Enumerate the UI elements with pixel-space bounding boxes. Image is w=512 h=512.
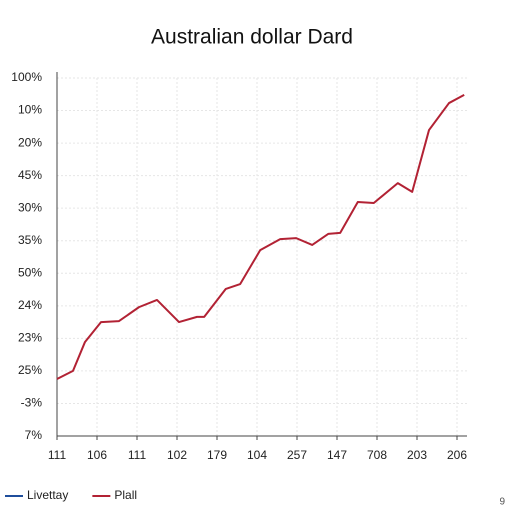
x-tick-label: 102 <box>167 448 187 462</box>
legend-label: Livettay <box>27 488 68 502</box>
chart-title: Australian dollar Dard <box>151 26 353 49</box>
x-tick-label: 111 <box>128 448 147 462</box>
y-tick-label: 50% <box>18 265 42 279</box>
data-line <box>56 94 465 380</box>
y-tick-label: -3% <box>21 396 43 410</box>
y-tick-label: 45% <box>18 168 42 182</box>
legend-label: Plall <box>114 488 137 502</box>
y-tick-label: 30% <box>18 200 42 214</box>
x-tick-label: 203 <box>407 448 427 462</box>
x-tick-label: 111 <box>48 448 67 462</box>
y-tick-label: 25% <box>18 363 42 377</box>
x-tick-label: 708 <box>367 448 387 462</box>
y-tick-label: 23% <box>18 331 42 345</box>
x-tick-label: 206 <box>447 448 467 462</box>
corner-text: 9 <box>499 497 505 508</box>
y-tick-label: 7% <box>25 428 43 442</box>
y-tick-label: 20% <box>18 135 42 149</box>
x-tick-label: 179 <box>207 448 227 462</box>
y-tick-label: 24% <box>18 298 42 312</box>
y-tick-label: 100% <box>11 70 42 84</box>
x-tick-label: 106 <box>87 448 107 462</box>
y-tick-label: 10% <box>18 103 42 117</box>
x-tick-label: 104 <box>247 448 267 462</box>
x-tick-label: 147 <box>327 448 347 462</box>
y-tick-label: 35% <box>18 233 42 247</box>
x-tick-label: 257 <box>287 448 307 462</box>
